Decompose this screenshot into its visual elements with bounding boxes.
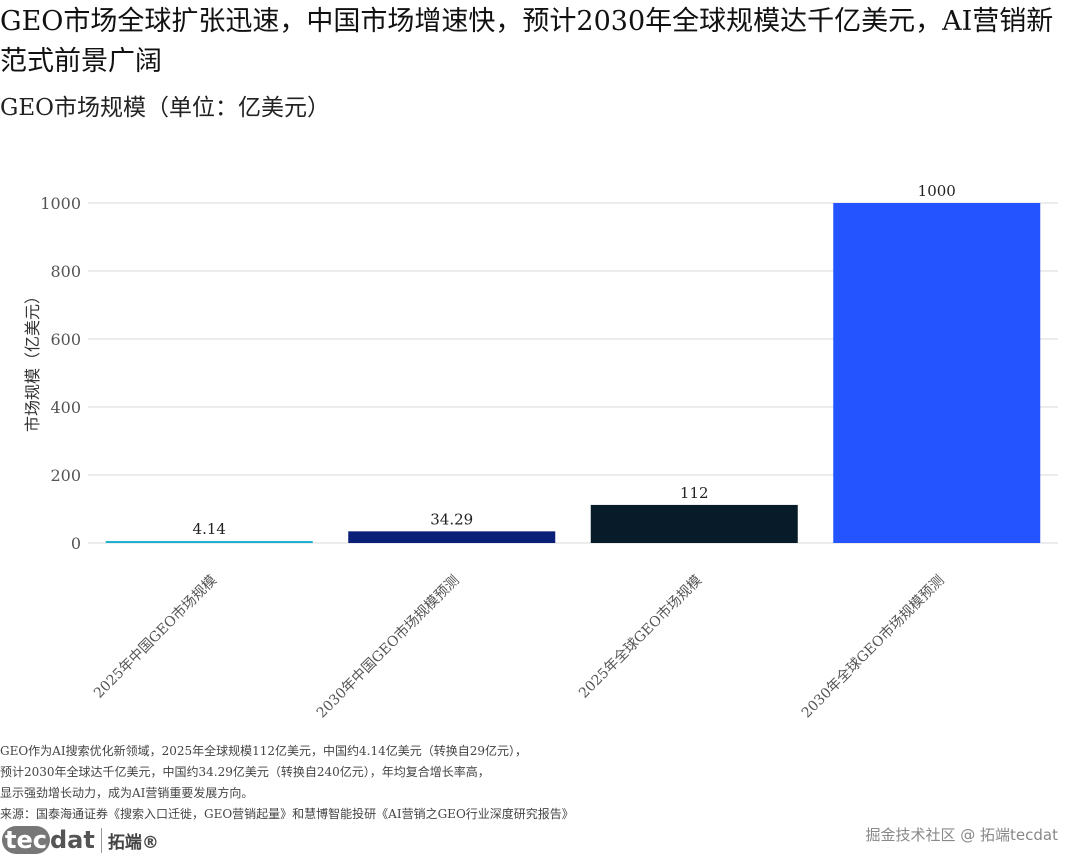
bar [833,203,1041,543]
watermark: 掘金技术社区 @ 拓端tecdat [865,826,1059,844]
source-line: 来源：国泰海通证券《搜索入口迁徙，GEO营销起量》和慧博智能投研《AI营销之GE… [0,807,574,821]
y-tick-label: 800 [50,262,81,281]
logo-dat: dat [49,826,95,854]
data-label: 34.29 [430,510,473,528]
y-axis-label: 市场规模（亿美元） [23,288,42,432]
note-line: 预计2030年全球达千亿美元，中国约34.29亿美元（转换自240亿元），年均复… [0,765,490,779]
bar-chart: 0 200 400 600 800 1000 4.14 2025年中国GEO市场规模 34.29… [23,182,1058,722]
note-line: 显示强劲增长动力，成为AI营销重要发展方向。 [0,786,254,800]
chart-notes: GEO作为AI搜索优化新领域，2025年全球规模112亿美元，中国约4.14亿美… [0,741,574,825]
x-tick-label: 2025年中国GEO市场规模 [90,572,220,702]
y-tick-label: 400 [50,398,81,417]
y-tick-label: 0 [71,534,81,553]
x-tick-label: 2030年全球GEO市场规模预测 [798,572,948,722]
y-tick-label: 600 [50,330,81,349]
data-label: 112 [680,484,709,502]
bar [590,504,798,543]
bar [348,531,556,543]
data-label: 4.14 [193,520,226,538]
tecdat-logo: tec dat 拓端® [2,826,159,854]
bar [105,541,313,543]
chart-subtitle: GEO市场规模（单位：亿美元） [0,95,331,121]
y-tick-label: 200 [50,466,81,485]
x-tick-label: 2025年全球GEO市场规模 [575,572,705,702]
logo-cn: 拓端® [100,827,159,853]
y-tick-label: 1000 [40,194,81,213]
note-line: GEO作为AI搜索优化新领域，2025年全球规模112亿美元，中国约4.14亿美… [0,744,528,758]
logo-tec: tec [2,826,50,854]
data-label: 1000 [918,182,956,200]
chart-title: GEO市场全球扩张迅速，中国市场增速快，预计2030年全球规模达千亿美元，AI营… [0,6,1054,77]
x-tick-label: 2030年中国GEO市场规模预测 [313,572,463,722]
